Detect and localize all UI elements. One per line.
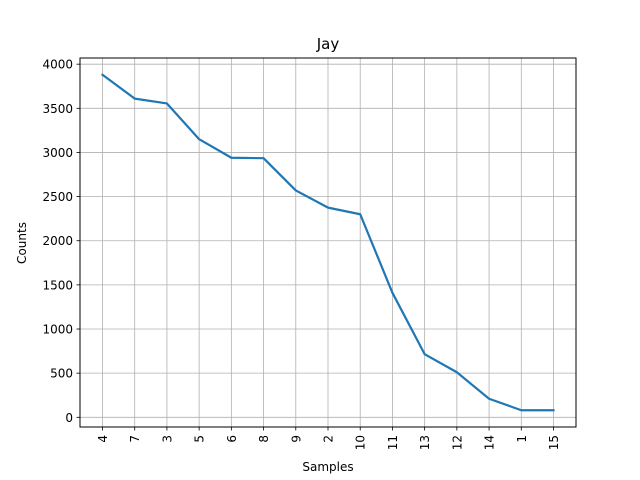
y-tick-label: 2500 <box>42 190 73 204</box>
x-tick-label: 13 <box>418 435 432 450</box>
y-tick-label: 4000 <box>42 58 73 72</box>
x-tick-label: 3 <box>160 435 174 443</box>
series-line <box>100 73 555 412</box>
x-tick-label: 9 <box>289 435 303 443</box>
x-tick-label: 11 <box>386 435 400 450</box>
y-tick-label: 500 <box>50 367 73 381</box>
x-tick-label: 4 <box>96 435 110 443</box>
y-tick-label: 3000 <box>42 146 73 160</box>
y-tick-label: 2000 <box>42 234 73 248</box>
x-axis: 4 7 3 5 6 8 9 2 10 11 13 12 14 1 15 <box>96 427 561 450</box>
x-tick-label: 2 <box>322 435 336 443</box>
x-tick-label: 5 <box>193 435 207 443</box>
y-axis-label: Counts <box>15 222 29 264</box>
x-tick-label: 15 <box>547 435 561 450</box>
x-tick-label: 14 <box>483 435 497 450</box>
chart-title: Jay <box>316 35 340 53</box>
y-tick-label: 1500 <box>42 278 73 292</box>
y-tick-label: 0 <box>65 411 73 425</box>
x-tick-label: 8 <box>257 435 271 443</box>
y-axis: 0 500 1000 1500 2000 2500 3000 3500 4000 <box>42 58 80 425</box>
grid <box>80 58 576 427</box>
y-tick-label: 1000 <box>42 323 73 337</box>
x-tick-label: 12 <box>450 435 464 450</box>
y-tick-label: 3500 <box>42 102 73 116</box>
x-tick-label: 1 <box>515 435 529 443</box>
x-tick-label: 10 <box>354 435 368 450</box>
x-tick-label: 7 <box>128 435 142 443</box>
series-group <box>100 73 555 412</box>
x-tick-label: 6 <box>225 435 239 443</box>
x-axis-label: Samples <box>302 460 353 474</box>
